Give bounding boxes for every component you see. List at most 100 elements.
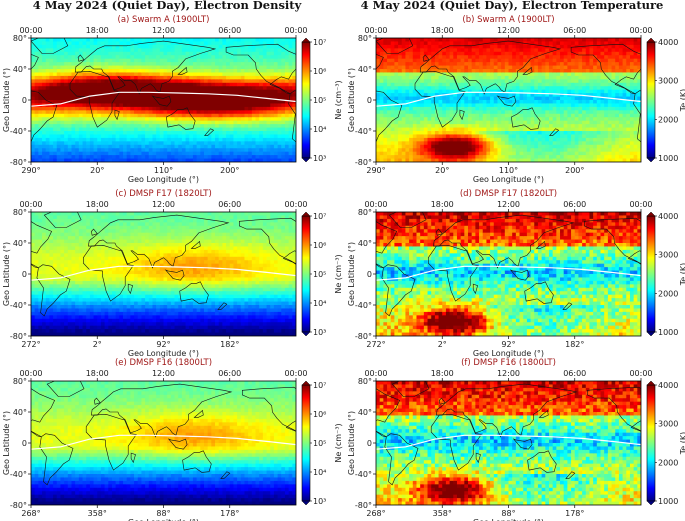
heatmap-cell bbox=[571, 106, 576, 111]
heatmap-cell bbox=[482, 69, 488, 74]
heatmap-cell bbox=[163, 155, 168, 160]
heatmap-cell bbox=[111, 58, 117, 63]
heatmap-cell bbox=[376, 110, 381, 115]
heatmap-cell bbox=[145, 93, 150, 98]
heatmap-cell bbox=[504, 96, 510, 101]
heatmap-cell bbox=[456, 110, 462, 115]
heatmap-cell bbox=[215, 131, 220, 136]
heatmap-cell bbox=[93, 137, 98, 142]
heatmap-cell bbox=[178, 79, 183, 84]
heatmap-cell bbox=[233, 113, 238, 118]
heatmap-cell bbox=[108, 151, 113, 156]
heatmap-cell bbox=[67, 110, 73, 115]
heatmap-cell bbox=[460, 155, 465, 160]
heatmap-cell bbox=[288, 144, 293, 149]
heatmap-cell bbox=[475, 69, 480, 74]
heatmap-cell bbox=[281, 148, 286, 153]
heatmap-cell bbox=[159, 151, 165, 156]
heatmap-cell bbox=[56, 144, 62, 149]
heatmap-cell bbox=[545, 100, 550, 105]
heatmap-cell bbox=[89, 72, 95, 77]
heatmap-cell bbox=[67, 96, 73, 101]
heatmap-cell bbox=[497, 55, 502, 60]
coastline bbox=[31, 38, 69, 54]
heatmap-cell bbox=[468, 148, 473, 153]
x-tick-label: 20° bbox=[90, 166, 104, 175]
heatmap-cell bbox=[548, 103, 554, 108]
heatmap-cell bbox=[104, 151, 109, 156]
heatmap-cell bbox=[126, 72, 131, 77]
heatmap-cell bbox=[31, 124, 36, 129]
heatmap-cell bbox=[277, 96, 282, 101]
heatmap-cell bbox=[111, 86, 117, 91]
heatmap-cell bbox=[593, 41, 598, 46]
heatmap-cell bbox=[185, 137, 190, 142]
heatmap-cell bbox=[453, 51, 458, 56]
heatmap-cell bbox=[387, 69, 392, 74]
heatmap-cell bbox=[541, 110, 546, 115]
heatmap-cell bbox=[196, 93, 201, 98]
heatmap-cell bbox=[416, 82, 421, 87]
heatmap-cell bbox=[266, 134, 271, 139]
heatmap-cell bbox=[178, 55, 183, 60]
heatmap-cell bbox=[574, 55, 580, 60]
heatmap-cell bbox=[196, 148, 201, 153]
heatmap-cell bbox=[530, 158, 535, 162]
heatmap-cell bbox=[545, 113, 550, 118]
heatmap-cell bbox=[270, 127, 275, 132]
heatmap-cell bbox=[596, 110, 602, 115]
heatmap-cell bbox=[449, 151, 454, 156]
heatmap-cell bbox=[556, 58, 561, 63]
heatmap-cell bbox=[611, 51, 616, 56]
heatmap-cell bbox=[108, 124, 113, 129]
heatmap-cell bbox=[64, 79, 69, 84]
heatmap-cell bbox=[537, 113, 543, 118]
heatmap-cell bbox=[471, 96, 476, 101]
heatmap-cell bbox=[163, 113, 168, 118]
heatmap-cell bbox=[456, 86, 462, 91]
heatmap-cell bbox=[141, 137, 146, 142]
heatmap-cell bbox=[607, 69, 613, 74]
heatmap-cell bbox=[178, 103, 183, 108]
heatmap-cell bbox=[423, 75, 429, 80]
heatmap-cell bbox=[394, 38, 399, 43]
heatmap-cell bbox=[493, 124, 499, 129]
heatmap-cell bbox=[240, 117, 246, 122]
heatmap-cell bbox=[89, 86, 95, 91]
heatmap-cell bbox=[548, 141, 554, 146]
heatmap-cell bbox=[145, 55, 150, 60]
heatmap-cell bbox=[600, 106, 605, 111]
heatmap-cell bbox=[244, 134, 249, 139]
heatmap-cell bbox=[585, 69, 591, 74]
heatmap-cell bbox=[383, 120, 388, 125]
heatmap-cell bbox=[97, 48, 102, 53]
heatmap-cell bbox=[482, 75, 488, 80]
heatmap-cell bbox=[45, 69, 50, 74]
heatmap-cell bbox=[497, 141, 502, 146]
heatmap-cell bbox=[244, 48, 249, 53]
heatmap-cell bbox=[211, 134, 216, 139]
heatmap-cell bbox=[240, 89, 246, 94]
heatmap-cell bbox=[89, 96, 95, 101]
heatmap-cell bbox=[534, 120, 539, 125]
heatmap-cell bbox=[255, 100, 260, 105]
heatmap-cell bbox=[530, 100, 535, 105]
heatmap-cell bbox=[237, 141, 242, 146]
heatmap-cell bbox=[420, 100, 425, 105]
heatmap-cell bbox=[431, 120, 436, 125]
heatmap-cell bbox=[56, 120, 62, 125]
heatmap-cell bbox=[405, 141, 410, 146]
heatmap-cell bbox=[582, 141, 587, 146]
heatmap-cell bbox=[233, 79, 238, 84]
heatmap-cell bbox=[383, 79, 388, 84]
heatmap-cell bbox=[123, 110, 128, 115]
heatmap-cell bbox=[523, 151, 528, 156]
heatmap-cell bbox=[170, 131, 176, 136]
heatmap-cell bbox=[567, 96, 572, 101]
heatmap-cell bbox=[123, 131, 128, 136]
heatmap-cell bbox=[226, 96, 231, 101]
heatmap-cell bbox=[244, 55, 249, 60]
heatmap-cell bbox=[497, 62, 502, 67]
heatmap-cell bbox=[475, 38, 480, 43]
heatmap-cell bbox=[596, 69, 602, 74]
